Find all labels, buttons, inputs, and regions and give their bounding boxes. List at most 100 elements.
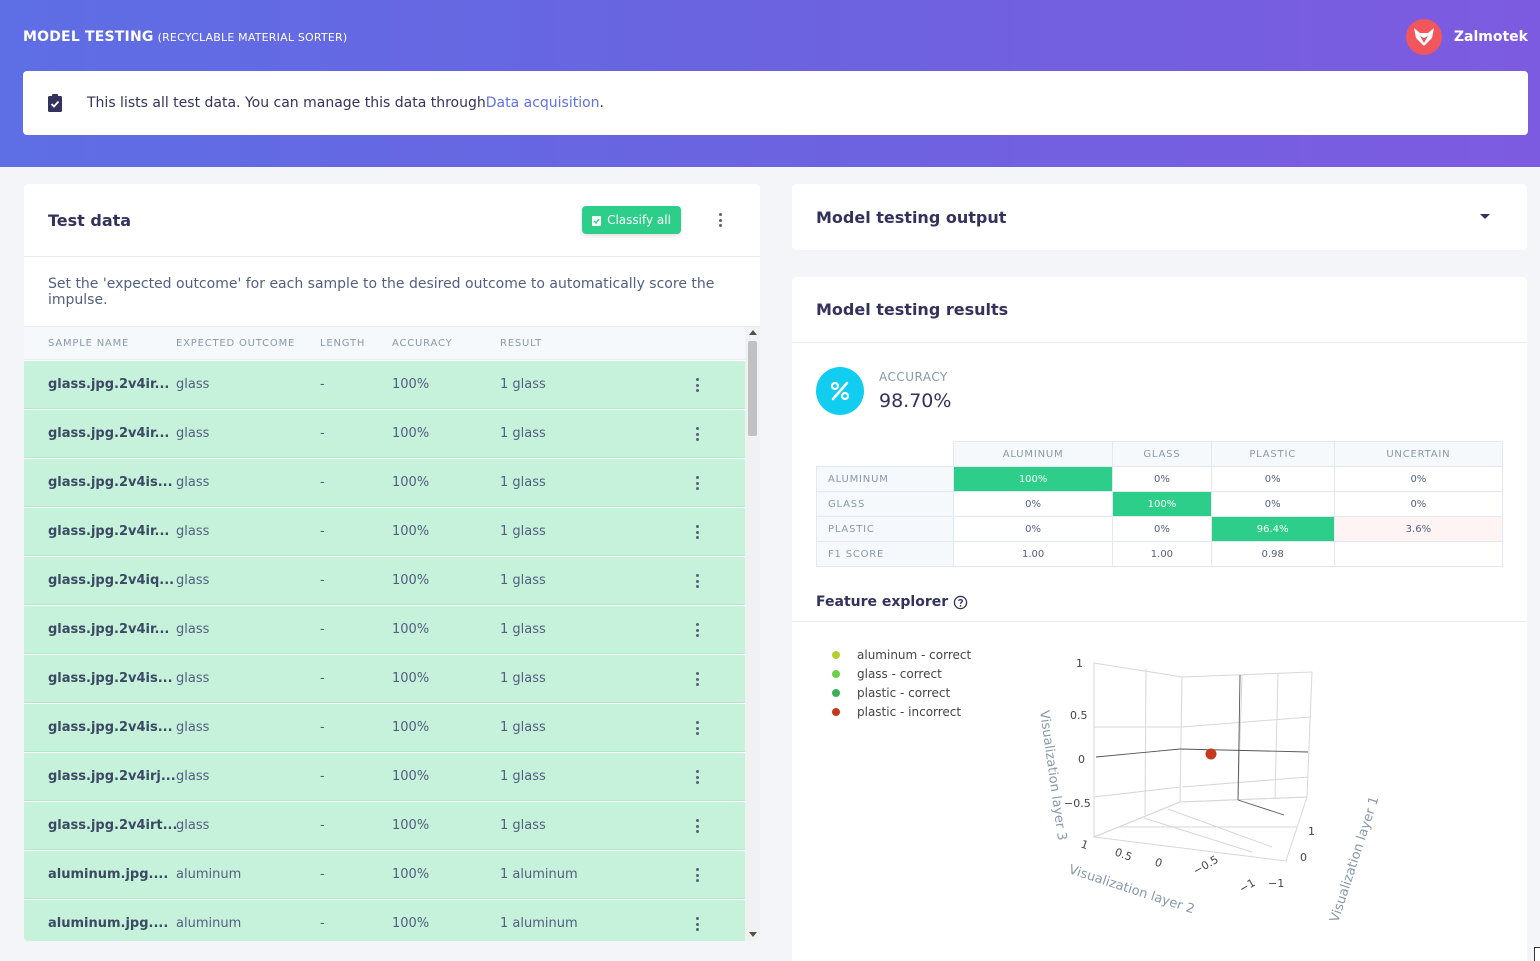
sample-result: 1 glass [500,622,546,637]
row-menu-icon[interactable] [695,623,699,637]
x-axis-label: Visualization layer 2 [1067,863,1196,918]
table-header: SAMPLE NAME EXPECTED OUTCOME LENGTH ACCU… [24,327,760,360]
expected-outcome[interactable]: glass [176,818,210,833]
expected-outcome[interactable]: glass [176,426,210,441]
row-menu-icon[interactable] [695,819,699,833]
table-scrollbar[interactable] [745,327,760,941]
table-row[interactable]: glass.jpg.2v4iq... glass - 100% 1 glass [24,557,745,605]
classify-all-label[interactable]: Classify all [607,213,671,227]
sample-length: - [320,622,325,637]
row-menu-icon[interactable] [695,378,699,392]
test-data-header: Test data Classify all [24,184,760,257]
z-tick: −0.5 [1064,797,1091,810]
table-row[interactable]: glass.jpg.2v4ir... glass - 100% 1 glass [24,410,745,458]
sample-name[interactable]: glass.jpg.2v4is... [48,671,173,686]
feature-legend: aluminum - correct glass - correct plast… [832,645,971,721]
col-length[interactable]: LENGTH [320,338,366,349]
user-menu[interactable]: Zalmotek [1405,19,1528,55]
expected-outcome[interactable]: aluminum [176,867,242,882]
table-row[interactable]: glass.jpg.2v4is... glass - 100% 1 glass [24,655,745,703]
col-sample-name[interactable]: SAMPLE NAME [48,338,130,349]
table-row[interactable]: aluminum.jpg.... aluminum - 100% 1 aluminum [24,851,745,899]
legend-item[interactable]: aluminum - correct [832,645,971,664]
sample-name[interactable]: glass.jpg.2v4ir... [48,524,170,539]
sample-name[interactable]: glass.jpg.2v4irt... [48,818,178,833]
classify-all-button[interactable]: Classify all [582,206,681,234]
sample-name[interactable]: aluminum.jpg.... [48,916,169,931]
table-row[interactable]: glass.jpg.2v4irt... glass - 100% 1 glass [24,802,745,850]
sample-name[interactable]: glass.jpg.2v4ir... [48,622,170,637]
scroll-up-icon[interactable] [749,330,757,335]
data-point-plastic-incorrect[interactable] [1205,748,1217,760]
row-menu-icon[interactable] [695,721,699,735]
table-row[interactable]: glass.jpg.2v4ir... glass - 100% 1 glass [24,508,745,556]
model-testing-output-card[interactable]: Model testing output [792,184,1527,250]
z-tick: 0 [1078,753,1085,766]
sample-name[interactable]: glass.jpg.2v4is... [48,475,173,490]
test-data-menu-icon[interactable] [718,213,722,227]
matrix-cell: 0% [1112,516,1212,542]
sample-name[interactable]: glass.jpg.2v4iq... [48,573,175,588]
table-row[interactable]: aluminum.jpg.... aluminum - 100% 1 aluminum [24,900,745,941]
table-row[interactable]: glass.jpg.2v4ir... glass - 100% 1 glass [24,606,745,654]
matrix-cell: 0% [1333,466,1504,492]
row-menu-icon[interactable] [695,868,699,882]
user-name[interactable]: Zalmotek [1453,29,1528,45]
legend-item[interactable]: glass - correct [832,664,971,683]
legend-item[interactable]: plastic - incorrect [832,702,971,721]
sample-result: 1 glass [500,426,546,441]
row-menu-icon[interactable] [695,574,699,588]
row-menu-icon[interactable] [695,525,699,539]
expected-outcome[interactable]: glass [176,720,210,735]
col-result[interactable]: RESULT [500,338,543,349]
expected-outcome[interactable]: glass [176,475,210,490]
legend-label: glass - correct [857,666,942,681]
avatar[interactable] [1405,19,1442,55]
info-alert: This lists all test data. You can manage… [23,71,1528,135]
sample-name[interactable]: glass.jpg.2v4irj... [48,769,176,784]
sample-length: - [320,671,325,686]
col-expected-outcome[interactable]: EXPECTED OUTCOME [176,338,296,349]
matrix-cell: 0% [1112,466,1212,492]
table-row[interactable]: glass.jpg.2v4irj... glass - 100% 1 glass [24,753,745,801]
scroll-down-icon[interactable] [749,932,757,937]
expected-outcome[interactable]: aluminum [176,916,242,931]
expected-outcome[interactable]: glass [176,622,210,637]
row-menu-icon[interactable] [695,917,699,931]
row-menu-icon[interactable] [695,476,699,490]
matrix-col-glass: GLASS [1112,441,1212,467]
sample-result: 1 glass [500,573,546,588]
expected-outcome[interactable]: glass [176,377,210,392]
data-acquisition-link[interactable]: Data acquisition [485,95,600,111]
sample-name[interactable]: aluminum.jpg.... [48,867,169,882]
table-row[interactable]: glass.jpg.2v4ir... glass - 100% 1 glass [24,361,745,409]
table-row[interactable]: glass.jpg.2v4is... glass - 100% 1 glass [24,459,745,507]
row-menu-icon[interactable] [695,427,699,441]
legend-item[interactable]: plastic - correct [832,683,971,702]
sample-result: 1 glass [500,377,546,392]
row-menu-icon[interactable] [695,770,699,784]
matrix-row-label: ALUMINUM [816,466,954,492]
sample-result: 1 glass [500,769,546,784]
expected-outcome[interactable]: glass [176,769,210,784]
scroll-thumb[interactable] [748,341,757,436]
sample-accuracy: 100% [392,818,430,833]
sample-length: - [320,426,325,441]
expected-outcome[interactable]: glass [176,524,210,539]
sample-name[interactable]: glass.jpg.2v4ir... [48,377,170,392]
expected-outcome[interactable]: glass [176,573,210,588]
caret-down-icon[interactable] [1480,214,1490,219]
sample-result: 1 glass [500,671,546,686]
sample-name[interactable]: glass.jpg.2v4ir... [48,426,170,441]
sample-name[interactable]: glass.jpg.2v4is... [48,720,173,735]
sample-result: 1 aluminum [500,867,578,882]
col-accuracy[interactable]: ACCURACY [392,338,453,349]
feature-explorer-3d-plot[interactable]: 1 0.5 0 −0.5 1 0.5 0 −0.5 −1 1 0 −1 Visu… [1032,637,1392,927]
table-row[interactable]: glass.jpg.2v4is... glass - 100% 1 glass [24,704,745,752]
model-testing-output-title[interactable]: Model testing output [816,208,1007,227]
help-icon[interactable] [953,595,968,610]
expected-outcome[interactable]: glass [176,671,210,686]
sample-accuracy: 100% [392,769,430,784]
page-title-text: MODEL TESTING [23,29,154,45]
row-menu-icon[interactable] [695,672,699,686]
